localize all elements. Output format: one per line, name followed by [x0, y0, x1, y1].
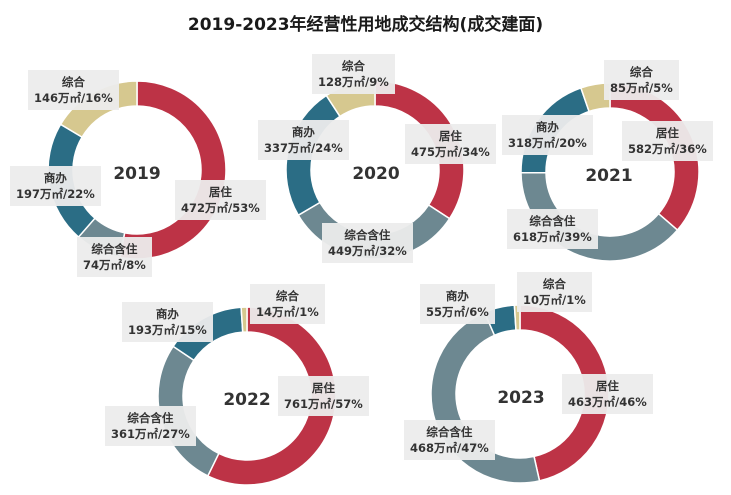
- slice-name: 居住: [438, 129, 462, 143]
- slice-name: 综合含住: [529, 214, 576, 228]
- slice-label-2019-shangban: 商办 197万㎡/22%: [10, 166, 101, 206]
- slice-name: 综合: [629, 65, 653, 79]
- slice-label-2023-zonghe: 综合 10万㎡/1%: [517, 272, 592, 312]
- slice-value: 197万㎡/22%: [16, 187, 95, 201]
- slice-label-2019-zonghe: 综合 146万㎡/16%: [28, 70, 119, 110]
- year-label-2020: 2020: [352, 164, 400, 184]
- slice-name: 商办: [155, 307, 179, 321]
- slice-label-2020-juzhu: 居住 475万㎡/34%: [405, 124, 496, 164]
- slice-label-2023-juzhu: 居住 463万㎡/46%: [562, 374, 653, 414]
- donut-slice-2022-3: [240, 306, 248, 333]
- slice-value: 146万㎡/16%: [34, 91, 113, 105]
- donut-slice-2022-0: [206, 306, 337, 486]
- slice-label-2020-zhzhu: 综合含住 449万㎡/32%: [322, 223, 413, 263]
- slice-value: 318万㎡/20%: [508, 136, 587, 150]
- slice-name: 综合: [275, 289, 299, 303]
- slice-value: 337万㎡/24%: [264, 141, 343, 155]
- slice-name: 综合: [61, 75, 85, 89]
- slice-name: 综合: [341, 59, 365, 73]
- slice-value: 55万㎡/6%: [426, 305, 489, 319]
- year-label-2023: 2023: [497, 388, 545, 408]
- slice-value: 361万㎡/27%: [111, 427, 190, 441]
- slice-label-2020-zonghe: 综合 128万㎡/9%: [312, 54, 395, 94]
- chart-title: 2019-2023年经营性用地成交结构(成交建面): [187, 15, 544, 35]
- slice-value: 463万㎡/46%: [568, 395, 647, 409]
- slice-value: 85万㎡/5%: [610, 81, 673, 95]
- slice-label-2023-shangban: 商办 55万㎡/6%: [420, 284, 495, 324]
- year-label-2019: 2019: [113, 164, 161, 184]
- slice-value: 468万㎡/47%: [410, 441, 489, 455]
- slice-value: 128万㎡/9%: [318, 75, 389, 89]
- slice-label-2022-zonghe: 综合 14万㎡/1%: [250, 284, 325, 324]
- slice-label-2019-zhzhu: 综合含住 74万㎡/8%: [77, 237, 152, 277]
- slice-name: 商办: [445, 289, 469, 303]
- slice-name: 居住: [311, 381, 335, 395]
- year-label-2021: 2021: [585, 166, 633, 186]
- slice-value: 475万㎡/34%: [411, 145, 490, 159]
- slice-label-2022-shangban: 商办 193万㎡/15%: [122, 302, 213, 342]
- slice-value: 193万㎡/15%: [128, 323, 207, 337]
- slice-name: 综合: [542, 277, 566, 291]
- slice-name: 居住: [208, 185, 232, 199]
- slice-label-2019-juzhu: 居住 472万㎡/53%: [175, 180, 266, 220]
- slice-value: 14万㎡/1%: [256, 305, 319, 319]
- slice-label-2021-shangban: 商办 318万㎡/20%: [502, 115, 593, 155]
- slice-value: 618万㎡/39%: [513, 230, 592, 244]
- slice-name: 商办: [535, 120, 559, 134]
- slice-label-2022-juzhu: 居住 761万㎡/57%: [278, 376, 369, 416]
- slice-name: 综合含住: [127, 411, 174, 425]
- slice-value: 761万㎡/57%: [284, 397, 363, 411]
- slice-name: 综合含住: [91, 242, 138, 256]
- slice-value: 74万㎡/8%: [83, 258, 146, 272]
- slice-label-2021-juzhu: 居住 582万㎡/36%: [622, 121, 713, 161]
- slice-label-2020-shangban: 商办 337万㎡/24%: [258, 120, 349, 160]
- slice-name: 综合含住: [344, 228, 391, 242]
- slice-value: 472万㎡/53%: [181, 201, 260, 215]
- slice-label-2021-zhzhu: 综合含住 618万㎡/39%: [507, 209, 598, 249]
- slice-name: 居住: [655, 126, 679, 140]
- slice-value: 449万㎡/32%: [328, 244, 407, 258]
- year-label-2022: 2022: [223, 390, 271, 410]
- slice-label-2021-zonghe: 综合 85万㎡/5%: [604, 60, 679, 100]
- slice-value: 582万㎡/36%: [628, 142, 707, 156]
- slice-name: 商办: [291, 125, 315, 139]
- slice-name: 综合含住: [426, 425, 473, 439]
- slice-name: 商办: [43, 171, 67, 185]
- slice-label-2023-zhzhu: 综合含住 468万㎡/47%: [404, 420, 495, 460]
- slice-name: 居住: [595, 379, 619, 393]
- donut-slice-2023-0: [519, 304, 610, 482]
- donut-slice-2021-3: [579, 82, 611, 113]
- slice-value: 10万㎡/1%: [523, 293, 586, 307]
- slice-label-2022-zhzhu: 综合含住 361万㎡/27%: [105, 406, 196, 446]
